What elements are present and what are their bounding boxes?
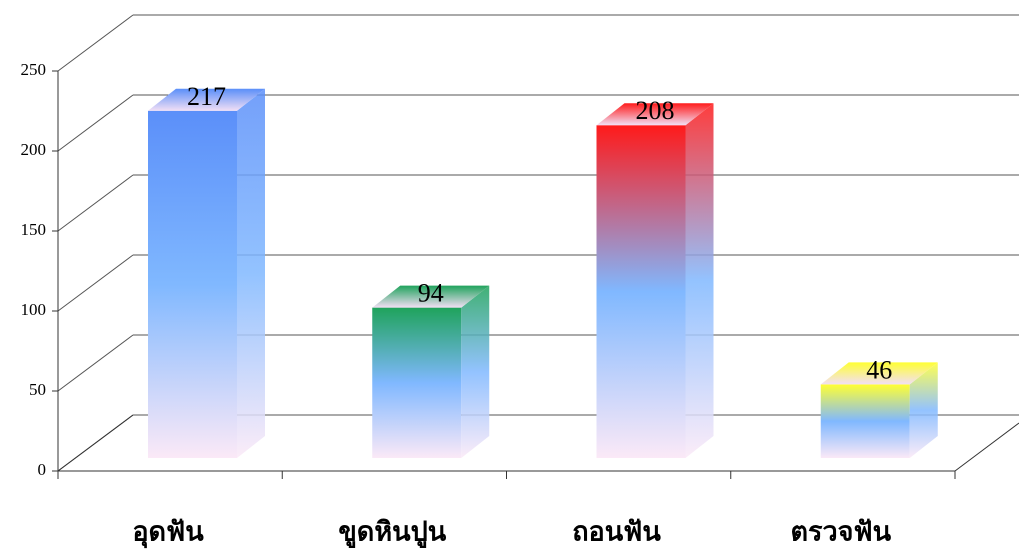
value-label: 208 [636,96,675,125]
bar-front [596,125,686,458]
grid-line [57,254,134,312]
value-label: 46 [866,355,892,384]
bar-top [372,285,490,308]
bar-side [461,285,490,458]
x-tick-label: ถอนฟัน [572,517,661,548]
floor-edge [954,422,1019,472]
x-tick-label: ตรวจฟัน [790,517,891,548]
y-tick-label: 0 [38,460,47,479]
bar-front [820,384,910,458]
value-label: 217 [187,82,226,111]
bar-side [685,103,714,458]
grid-line [57,94,134,152]
bar-front [148,110,237,459]
bar-front [372,307,462,458]
x-tick-label: อุดฟัน [132,517,204,549]
bar-top [596,103,714,126]
bar-side [909,362,938,458]
bar-side [237,88,265,459]
grid-line [57,334,134,392]
x-tick-label: ขูดหินปูน [338,517,446,549]
floor-edge [57,414,134,472]
y-tick-label: 150 [21,220,47,239]
grid-line [57,14,134,72]
y-tick-label: 200 [21,140,47,159]
y-tick-label: 100 [21,300,47,319]
grid-line [57,174,134,232]
bar-top [820,362,938,385]
y-tick-label: 50 [29,380,46,399]
value-label: 94 [418,279,444,308]
bar-top [148,88,265,111]
y-tick-label: 250 [21,60,47,79]
